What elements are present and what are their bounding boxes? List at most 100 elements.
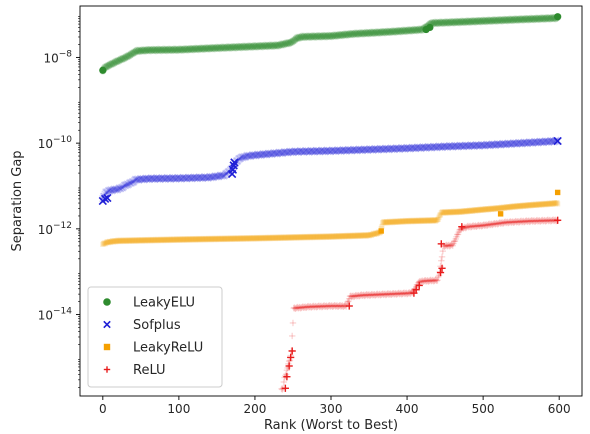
data-point bbox=[131, 49, 139, 57]
data-point bbox=[227, 44, 235, 52]
data-point bbox=[471, 17, 479, 25]
data-point bbox=[239, 42, 248, 50]
data-point bbox=[456, 18, 464, 26]
data-point bbox=[226, 43, 234, 51]
data-point bbox=[171, 174, 179, 182]
data-point bbox=[191, 174, 199, 183]
data-point bbox=[344, 31, 353, 39]
data-point bbox=[186, 174, 195, 182]
data-point bbox=[144, 174, 153, 182]
data-point bbox=[404, 26, 412, 34]
data-point bbox=[126, 178, 134, 187]
data-point-highlight bbox=[378, 228, 384, 234]
data-point bbox=[185, 45, 193, 54]
data-point bbox=[431, 18, 439, 26]
data-point bbox=[109, 60, 118, 68]
data-point bbox=[131, 175, 140, 184]
data-point bbox=[251, 43, 259, 51]
data-point bbox=[413, 27, 421, 35]
data-point bbox=[196, 44, 204, 53]
data-point bbox=[152, 47, 160, 55]
data-point bbox=[327, 31, 335, 40]
data-point bbox=[484, 16, 492, 25]
data-point bbox=[392, 28, 400, 36]
data-point bbox=[352, 30, 360, 38]
data-point bbox=[179, 46, 187, 54]
data-point bbox=[246, 43, 254, 51]
data-point bbox=[118, 55, 127, 63]
data-point bbox=[529, 14, 537, 23]
data-point bbox=[122, 53, 130, 61]
data-point bbox=[481, 17, 489, 25]
data-point bbox=[166, 175, 175, 183]
data-point bbox=[383, 27, 391, 35]
data-point bbox=[347, 31, 355, 39]
data-point bbox=[163, 47, 171, 55]
data-point bbox=[271, 41, 280, 49]
data-point bbox=[465, 18, 473, 26]
data-point bbox=[443, 19, 451, 27]
data-point bbox=[471, 18, 480, 26]
data-point bbox=[468, 17, 476, 25]
data-point bbox=[168, 46, 176, 55]
data-point bbox=[401, 26, 410, 34]
data-point bbox=[466, 18, 474, 26]
data-point bbox=[369, 29, 377, 37]
data-point bbox=[354, 30, 362, 38]
data-point bbox=[213, 43, 221, 51]
data-point bbox=[184, 46, 192, 54]
data-point bbox=[350, 30, 358, 38]
data-point bbox=[536, 15, 544, 23]
data-point bbox=[445, 19, 453, 27]
data-point bbox=[111, 185, 120, 194]
data-point bbox=[286, 39, 294, 47]
data-point bbox=[130, 48, 138, 56]
data-point bbox=[112, 58, 121, 66]
data-point bbox=[400, 27, 408, 35]
data-point bbox=[361, 29, 369, 37]
data-point bbox=[502, 16, 510, 24]
data-point bbox=[390, 27, 398, 36]
data-point bbox=[196, 174, 204, 182]
data-point bbox=[541, 15, 549, 23]
data-point bbox=[128, 50, 137, 58]
data-point bbox=[341, 31, 350, 39]
data-point bbox=[359, 29, 367, 37]
data-point bbox=[185, 173, 193, 182]
data-point bbox=[115, 56, 124, 65]
data-marks bbox=[98, 13, 562, 393]
data-point bbox=[138, 175, 147, 183]
data-point bbox=[462, 18, 470, 26]
data-point bbox=[205, 173, 214, 181]
data-point bbox=[121, 181, 129, 189]
data-point bbox=[337, 31, 345, 39]
data-point bbox=[319, 31, 327, 40]
data-point bbox=[276, 41, 284, 49]
data-point bbox=[447, 17, 455, 26]
data-point bbox=[260, 42, 268, 50]
data-point bbox=[350, 29, 359, 38]
data-point bbox=[183, 45, 191, 53]
data-point bbox=[136, 175, 144, 183]
data-point bbox=[147, 46, 156, 54]
data-point bbox=[354, 29, 362, 37]
data-point bbox=[143, 46, 151, 54]
data-point bbox=[114, 185, 122, 194]
legend: LeakyELU Sofplus LeakyReLU ReLU bbox=[87, 286, 223, 388]
data-point bbox=[496, 17, 504, 25]
data-point bbox=[147, 47, 155, 55]
data-point bbox=[368, 29, 376, 37]
data-point bbox=[245, 42, 253, 50]
data-point bbox=[363, 30, 371, 38]
data-point bbox=[108, 60, 116, 68]
data-point bbox=[261, 42, 270, 51]
data-point bbox=[338, 32, 347, 40]
data-point bbox=[208, 45, 216, 53]
data-point bbox=[396, 27, 404, 35]
data-point bbox=[220, 44, 228, 52]
data-point bbox=[489, 16, 497, 24]
data-point bbox=[302, 33, 310, 41]
data-point bbox=[178, 174, 186, 183]
data-point bbox=[538, 14, 546, 22]
data-point bbox=[227, 44, 235, 52]
